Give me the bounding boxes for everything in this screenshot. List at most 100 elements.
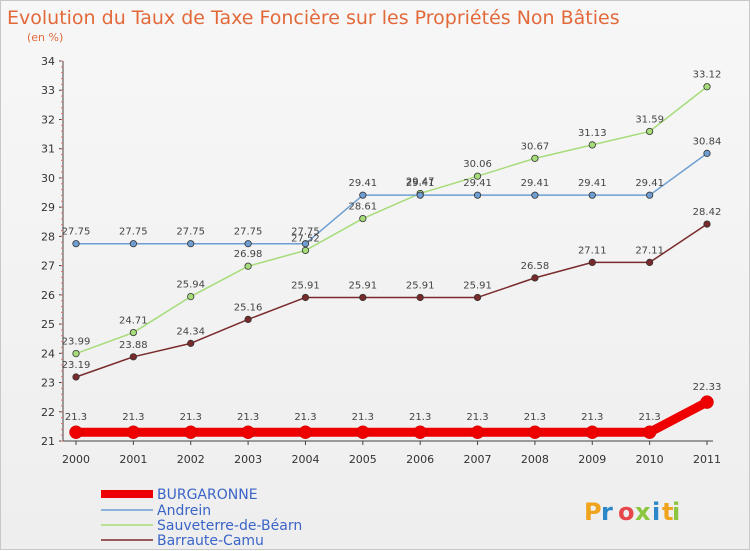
data-point [187, 240, 195, 248]
data-point [473, 172, 482, 180]
logo-letter: t [662, 498, 673, 526]
data-point [129, 328, 137, 337]
series-line-2 [75, 85, 708, 355]
data-label: 23.19 [62, 360, 91, 371]
data-point [646, 127, 654, 136]
logo-letter: x [635, 498, 651, 526]
y-tick-label: 21 [41, 435, 55, 448]
logo-letter: o [618, 498, 635, 526]
data-point [642, 425, 657, 439]
data-label: 21.3 [639, 412, 661, 423]
x-tick-label: 2008 [521, 453, 549, 466]
data-label: 29.41 [578, 178, 607, 189]
data-point [416, 191, 424, 199]
x-tick-label: 2010 [636, 453, 664, 466]
series-line-3 [75, 223, 708, 378]
data-point [298, 425, 313, 439]
data-label: 21.3 [581, 412, 603, 423]
data-label: 23.99 [62, 337, 91, 348]
data-point [470, 425, 485, 439]
x-tick-label: 2004 [291, 453, 319, 466]
x-tick-label: 2002 [177, 453, 205, 466]
data-label: 30.84 [693, 136, 722, 147]
y-tick-label: 33 [41, 84, 55, 97]
data-point [531, 274, 539, 282]
data-point [646, 191, 654, 199]
y-tick-label: 27 [41, 260, 55, 273]
data-point [187, 292, 195, 301]
data-label: 29.47 [406, 176, 435, 187]
data-label: 26.98 [234, 249, 263, 260]
data-label: 21.3 [65, 412, 87, 423]
data-label: 28.42 [693, 207, 722, 218]
data-point [359, 293, 367, 302]
y-tick-label: 30 [41, 172, 55, 185]
data-labels: 23.99 24.71 25.94 26.98 27.52 28.61 29.47 30.06… [62, 70, 722, 424]
x-tick-label: 2001 [119, 453, 147, 466]
data-point [301, 293, 310, 302]
data-label: 28.61 [348, 202, 377, 213]
data-point [126, 425, 141, 439]
legend: BURGARONNEAndreinSauveterre-de-BéarnBarr… [101, 487, 302, 549]
data-label: 21.3 [524, 412, 546, 423]
data-label: 27.75 [62, 227, 91, 238]
data-label: 29.41 [521, 178, 550, 189]
chart-subtitle: (en %) [27, 31, 63, 44]
data-label: 21.3 [122, 412, 144, 423]
data-label: 27.52 [291, 233, 320, 244]
data-label: 27.75 [176, 227, 205, 238]
data-label: 30.06 [463, 159, 492, 170]
data-point [703, 83, 711, 91]
x-tick-label: 2009 [578, 453, 606, 466]
data-label: 24.71 [119, 316, 148, 327]
data-label: 29.41 [348, 178, 377, 189]
data-label: 21.3 [294, 412, 316, 423]
series-line-0 [71, 397, 712, 437]
x-tick-label: 2003 [234, 453, 262, 466]
y-tick-label: 22 [41, 406, 55, 419]
data-point [473, 293, 482, 302]
data-point [588, 191, 596, 199]
x-tick-label: 2000 [62, 453, 90, 466]
x-tick-label: 2006 [406, 453, 434, 466]
data-point [528, 425, 542, 439]
data-point [244, 240, 252, 248]
data-point [588, 258, 596, 266]
x-tick-label: 2005 [349, 453, 377, 466]
data-point [187, 339, 195, 347]
data-label: 21.3 [352, 412, 374, 423]
data-point [413, 425, 427, 439]
data-label: 21.3 [237, 412, 259, 423]
data-label: 21.3 [466, 412, 488, 423]
data-label: 26.58 [521, 261, 550, 272]
legend-label: Andrein [157, 503, 211, 519]
data-point [244, 262, 252, 270]
series-line-1 [75, 152, 708, 245]
data-point [241, 425, 255, 439]
data-point [646, 258, 654, 266]
y-tick-label: 23 [41, 377, 55, 390]
data-point [531, 191, 539, 199]
data-point [356, 425, 370, 439]
data-point [301, 240, 310, 248]
y-tick-label: 28 [41, 230, 55, 243]
data-label: 29.41 [463, 178, 492, 189]
data-label: 24.34 [176, 326, 205, 337]
data-point [703, 149, 711, 157]
y-tick-label: 29 [41, 201, 55, 214]
data-point [244, 315, 252, 323]
chart-title: Evolution du Taux de Taxe Foncière sur l… [7, 7, 620, 29]
data-label: 27.11 [635, 245, 664, 256]
data-label: 30.67 [521, 141, 550, 152]
data-label: 21.3 [180, 412, 202, 423]
data-point [72, 373, 80, 381]
data-point [416, 293, 424, 302]
y-tick-label: 25 [41, 318, 55, 331]
data-label: 22.33 [693, 382, 722, 393]
x-tick-label: 2007 [464, 453, 492, 466]
data-label: 27.75 [234, 227, 263, 238]
logo-letter: P [584, 498, 602, 526]
data-label: 21.3 [409, 412, 431, 423]
